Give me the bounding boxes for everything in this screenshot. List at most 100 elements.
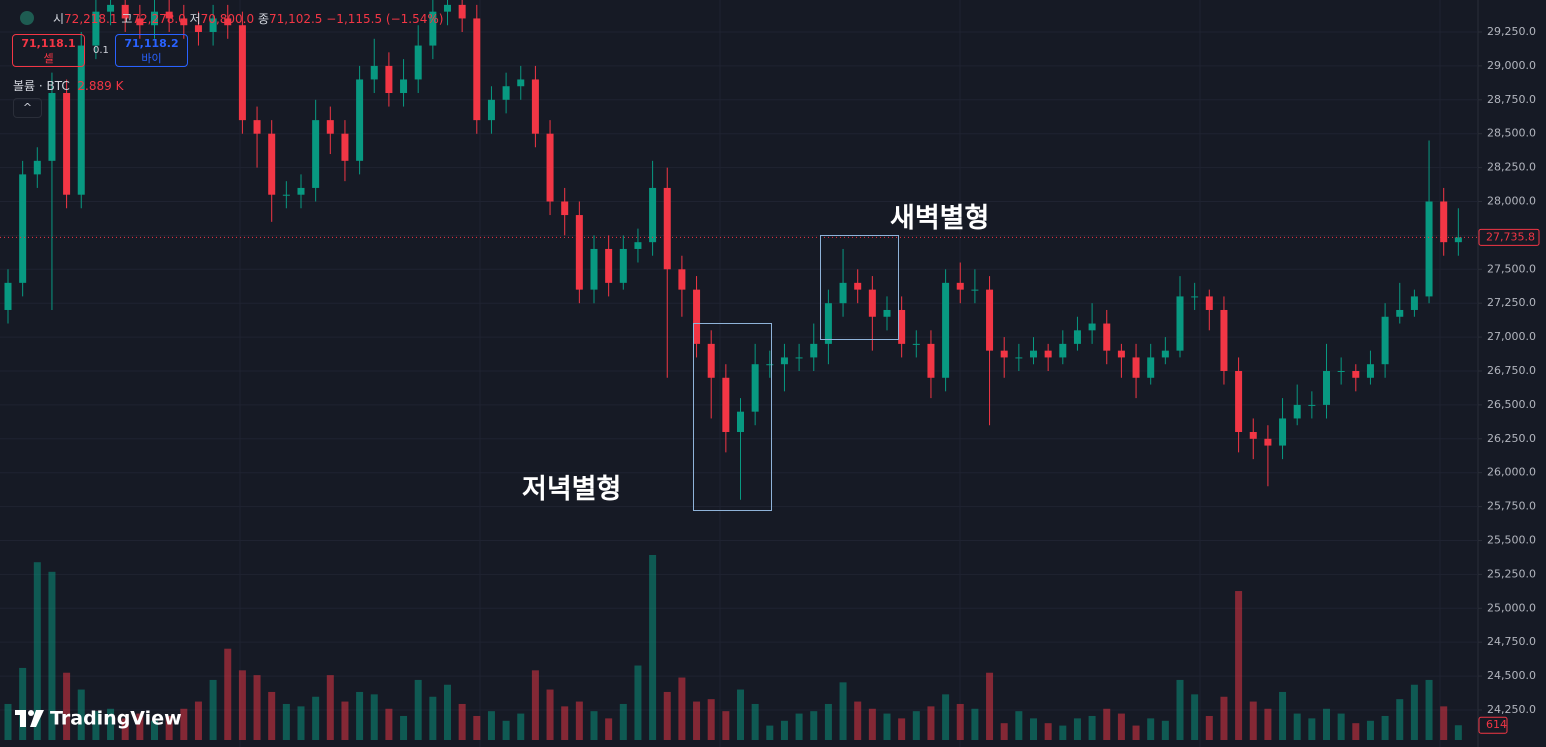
y-tick-label: 27,250.0 [1487, 296, 1536, 309]
y-tick-label: 28,500.0 [1487, 127, 1536, 140]
spread: 0.1 [93, 45, 109, 56]
volume-bar [649, 555, 657, 740]
brand: TradingView [50, 708, 182, 730]
volume-bar [1205, 715, 1213, 740]
candle-body [927, 343, 935, 378]
candle-body [92, 11, 100, 46]
candle-body [971, 289, 979, 291]
candle-body [1044, 350, 1052, 358]
buy-button[interactable]: 71,118.2 바이 [115, 34, 188, 67]
label: 바이 [141, 52, 162, 65]
annotation: 새벽별형 [890, 203, 990, 234]
volume-bar [1161, 720, 1169, 740]
candle-body [209, 18, 217, 33]
candle-body [751, 364, 759, 412]
pattern-box [820, 235, 899, 340]
volume-bar [502, 720, 510, 740]
volume-bar [575, 701, 583, 740]
candle-body [429, 11, 437, 46]
y-tick-label: 28,250.0 [1487, 161, 1536, 174]
volume-bar [487, 711, 495, 740]
volume-bar [370, 694, 378, 740]
candle-body [121, 4, 129, 19]
volume-bar [517, 713, 525, 740]
candle-body [898, 309, 906, 344]
volume-bar [693, 701, 701, 740]
label: 저 [189, 12, 201, 26]
candle-body [1366, 364, 1374, 378]
ohlc-legend: 시72,218.1 고72,278.0 저70,800.0 종71,102.5 … [53, 10, 443, 27]
candle-body [1000, 350, 1008, 358]
candle-body [561, 201, 569, 216]
y-tick-label: 26,250.0 [1487, 432, 1536, 445]
volume-bar [1381, 715, 1389, 740]
volume-bar [4, 703, 12, 740]
volume-bar [1117, 713, 1125, 740]
candle-body [63, 93, 71, 195]
candle-body [1381, 316, 1389, 365]
candle-body [312, 120, 320, 188]
candle-body [546, 133, 554, 202]
candle-body [1396, 309, 1404, 317]
candle-body [1440, 201, 1448, 243]
volume-bar [912, 711, 920, 740]
volume-bar [898, 718, 906, 740]
candle-body [1147, 357, 1155, 378]
volume-bar [1396, 699, 1404, 740]
candle-body [1015, 357, 1023, 359]
volume-bar [151, 720, 158, 740]
y-tick-label: 24,500.0 [1487, 669, 1536, 682]
candle-body [619, 248, 627, 283]
candle-body [531, 79, 539, 134]
candle-body [107, 4, 115, 12]
volume-bar [737, 689, 744, 740]
volume-bar [942, 694, 950, 740]
volume-bar [766, 725, 774, 740]
candle-body [678, 269, 686, 290]
candle-body [780, 357, 788, 365]
candle-body [868, 289, 876, 317]
y-tick-label: 24,250.0 [1487, 703, 1536, 716]
volume-bar [1030, 718, 1037, 740]
value: 72,218.1 [64, 12, 118, 26]
volume-bar [180, 708, 188, 740]
volume-bar [356, 691, 364, 740]
volume-bar [33, 562, 41, 740]
candle-body [1088, 323, 1096, 331]
candle-body [1059, 343, 1067, 358]
candle-body [1220, 309, 1228, 371]
collapse-button[interactable]: ^ [13, 98, 42, 118]
pattern-box [693, 323, 772, 511]
candle-body [1308, 404, 1316, 406]
volume-bar [663, 691, 671, 740]
value: 72,278.0 [132, 12, 186, 26]
value: 71,102.5 [268, 12, 323, 26]
candle-body [297, 187, 305, 195]
candle-body [33, 160, 41, 175]
candle-body [151, 11, 158, 26]
candle-body [326, 120, 334, 134]
candle-body [1454, 237, 1462, 243]
candle-body [19, 174, 27, 283]
candle-body [385, 65, 393, 94]
volume-bar [429, 696, 437, 740]
candle-body [1352, 370, 1360, 378]
y-tick-label: 28,750.0 [1487, 93, 1536, 106]
candle-body [605, 248, 613, 283]
volume-bar [326, 675, 334, 740]
volume-bar [1059, 725, 1067, 740]
candle-body [458, 4, 466, 19]
y-tick-label: 25,000.0 [1487, 601, 1536, 614]
candle-body [1323, 370, 1330, 405]
y-tick-label: 28,000.0 [1487, 194, 1536, 207]
candle-body [473, 18, 481, 121]
candle-body [649, 187, 657, 243]
candle-body [634, 242, 642, 249]
candle-body [707, 343, 715, 378]
sell-button[interactable]: 71,118.1 셀 [12, 34, 85, 67]
candle-body [766, 364, 774, 366]
volume-bar [282, 703, 290, 740]
volume-bar [1000, 723, 1008, 740]
volume-bar [194, 701, 202, 740]
candle-body [912, 343, 920, 345]
